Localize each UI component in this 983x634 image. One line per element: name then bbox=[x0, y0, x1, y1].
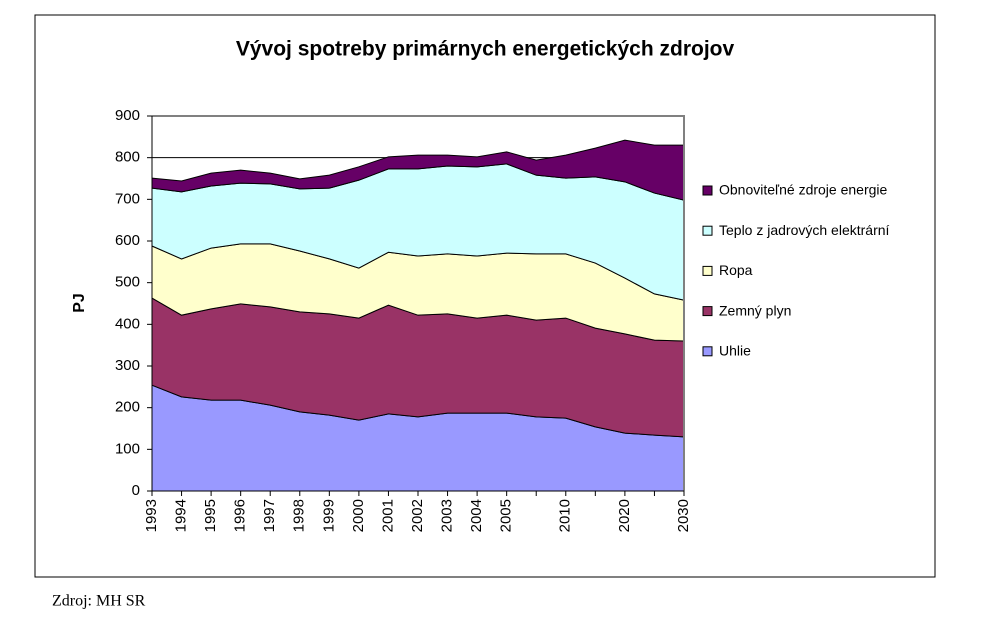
legend-label: Zemný plyn bbox=[719, 302, 791, 318]
legend-swatch bbox=[702, 185, 713, 196]
legend-swatch bbox=[702, 306, 713, 317]
legend-label: Ropa bbox=[719, 262, 753, 278]
x-tick-label: 2003 bbox=[439, 499, 456, 532]
x-tick-label: 1997 bbox=[261, 499, 278, 532]
x-tick-label: 2005 bbox=[498, 499, 515, 532]
y-tick-label: 800 bbox=[115, 149, 140, 166]
y-tick-label: 400 bbox=[115, 315, 140, 332]
x-tick-label: 2010 bbox=[557, 499, 574, 532]
y-tick-label: 100 bbox=[115, 440, 140, 457]
x-tick-label: 2004 bbox=[468, 499, 485, 532]
x-tick-label: 1994 bbox=[173, 499, 190, 532]
y-tick-label: 500 bbox=[115, 274, 140, 291]
legend-swatch bbox=[702, 265, 713, 276]
x-tick-label: 1996 bbox=[232, 499, 249, 532]
legend-swatch bbox=[702, 225, 713, 236]
legend-label: Obnoviteľné zdroje energie bbox=[719, 182, 888, 198]
x-tick-label: 1995 bbox=[202, 499, 219, 532]
y-axis-label: PJ bbox=[71, 293, 88, 313]
y-tick-label: 0 bbox=[132, 482, 140, 499]
x-tick-label: 2020 bbox=[616, 499, 633, 532]
y-tick-label: 200 bbox=[115, 399, 140, 416]
x-tick-label: 1993 bbox=[143, 499, 160, 532]
x-tick-label: 2030 bbox=[675, 499, 692, 532]
chart-title: Vývoj spotreby primárnych energetických … bbox=[236, 38, 735, 61]
x-tick-label: 1999 bbox=[320, 499, 337, 532]
y-tick-label: 700 bbox=[115, 190, 140, 207]
x-tick-label: 2002 bbox=[409, 499, 426, 532]
y-tick-label: 300 bbox=[115, 357, 140, 374]
x-tick-label: 2000 bbox=[350, 499, 367, 532]
x-tick-label: 1998 bbox=[291, 499, 308, 532]
y-tick-label: 600 bbox=[115, 232, 140, 249]
plot-border bbox=[152, 115, 685, 491]
legend-swatch bbox=[702, 346, 713, 357]
legend-label: Uhlie bbox=[719, 343, 751, 359]
legend-label: Teplo z jadrových elektrární bbox=[719, 222, 890, 238]
source: Zdroj: MH SR bbox=[52, 593, 146, 610]
y-tick-label: 900 bbox=[115, 107, 140, 124]
x-tick-label: 2001 bbox=[379, 499, 396, 532]
